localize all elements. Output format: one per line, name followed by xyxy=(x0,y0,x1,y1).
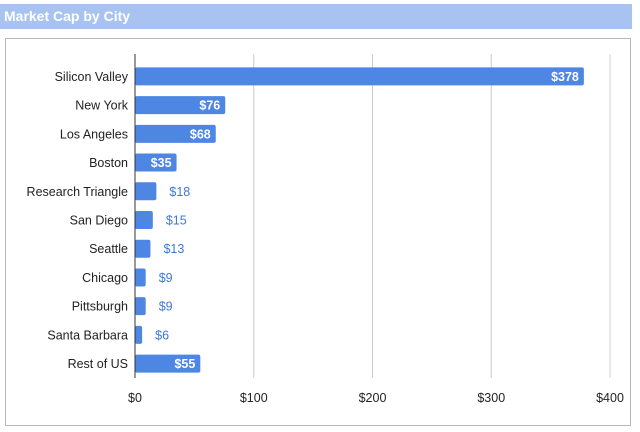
bar xyxy=(135,153,177,172)
x-tick-label: $200 xyxy=(359,391,387,405)
chart-frame xyxy=(5,38,631,426)
category-label: Pittsburgh xyxy=(72,300,128,314)
value-label: $9 xyxy=(159,271,173,285)
x-tick-labels: $0 $100 $200 $300 $400 xyxy=(128,391,624,405)
value-label: $13 xyxy=(163,242,184,256)
bar xyxy=(135,67,584,86)
value-label: $35 xyxy=(151,156,172,170)
gridlines xyxy=(253,54,611,378)
x-tick-label: $0 xyxy=(128,391,142,405)
category-labels: Silicon Valley New York Los Angeles Boston R… xyxy=(27,70,129,371)
category-label: New York xyxy=(75,99,129,113)
x-tick-label: $100 xyxy=(240,391,268,405)
value-label: $6 xyxy=(155,328,169,342)
x-tick-label: $300 xyxy=(477,391,505,405)
category-label: Boston xyxy=(89,156,128,170)
category-label: Rest of US xyxy=(68,357,128,371)
bar xyxy=(135,268,146,287)
category-label: Research Triangle xyxy=(27,185,128,199)
value-labels: $378 $76 $68 $35 $18 $15 $13 $9 $9 $6 $55 xyxy=(151,70,579,371)
value-label: $18 xyxy=(169,185,190,199)
bar xyxy=(135,354,201,373)
bar xyxy=(135,182,157,201)
category-label: San Diego xyxy=(70,214,128,228)
category-label: Silicon Valley xyxy=(55,70,129,84)
bar xyxy=(135,124,216,143)
category-label: Chicago xyxy=(82,271,128,285)
bar xyxy=(135,297,146,316)
bar xyxy=(135,239,151,258)
category-label: Seattle xyxy=(89,242,128,256)
category-label: Los Angeles xyxy=(60,127,128,141)
value-label: $68 xyxy=(190,127,211,141)
value-label: $9 xyxy=(159,300,173,314)
bar xyxy=(135,211,153,229)
value-label: $55 xyxy=(174,357,195,371)
bar xyxy=(135,325,143,344)
chart-header: Market Cap by City xyxy=(0,4,632,29)
value-label: $15 xyxy=(166,214,187,228)
value-label: $378 xyxy=(551,70,579,84)
x-tick-label: $400 xyxy=(596,391,624,405)
category-label: Santa Barbara xyxy=(47,328,128,342)
value-label: $76 xyxy=(199,99,220,113)
bars xyxy=(135,67,584,373)
bar xyxy=(135,96,226,115)
